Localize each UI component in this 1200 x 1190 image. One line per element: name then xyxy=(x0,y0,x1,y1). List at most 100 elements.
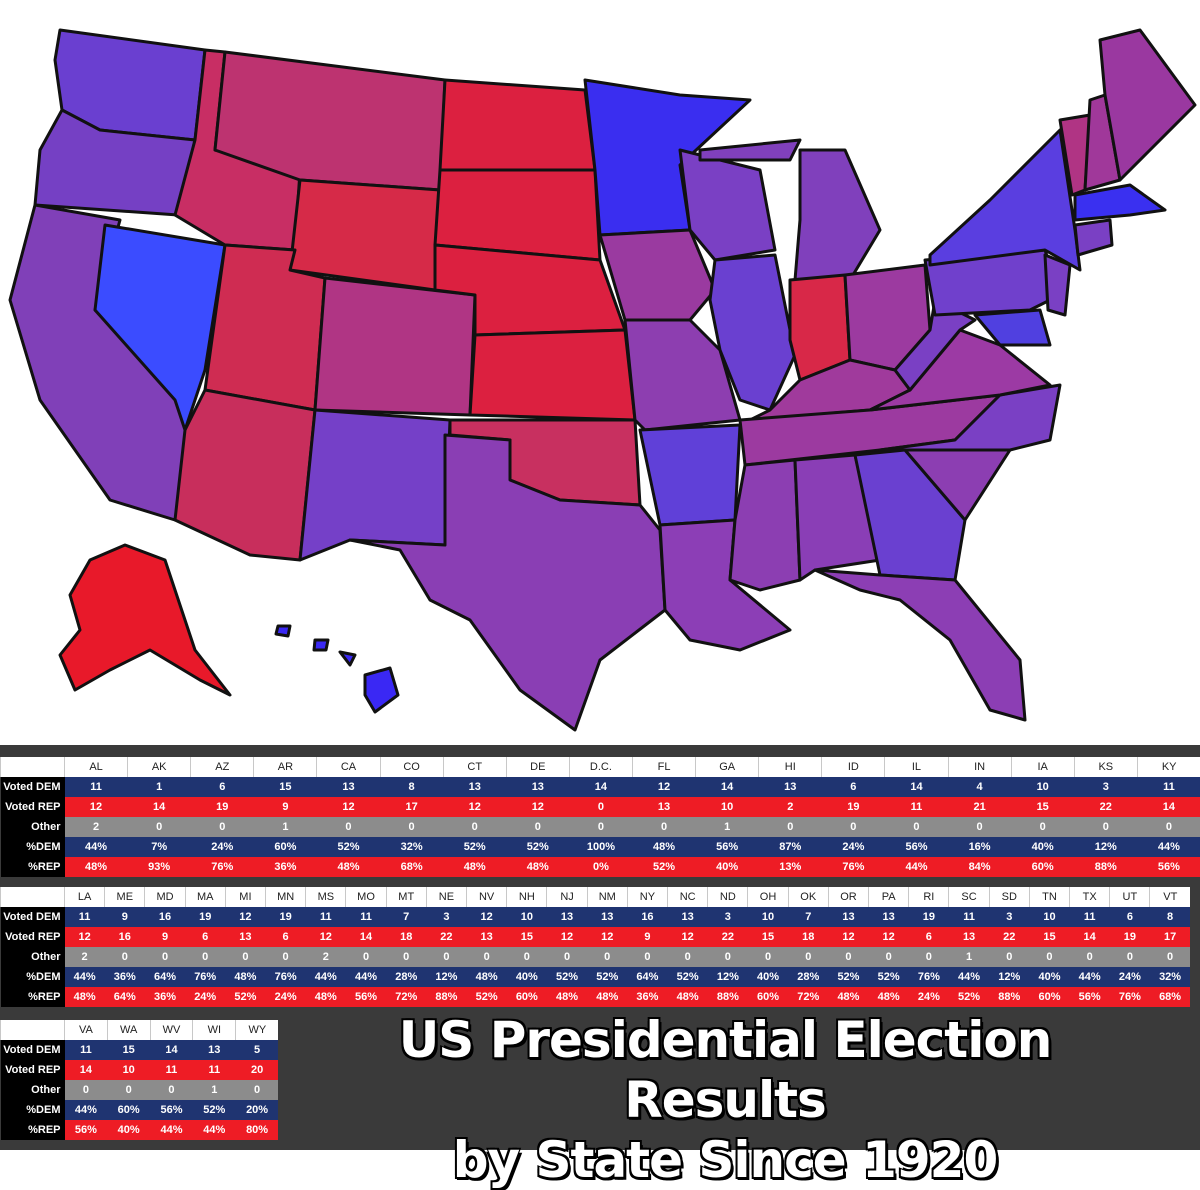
state-header: FL xyxy=(632,757,695,777)
row-label xyxy=(1,757,65,777)
table-cell: 0 xyxy=(107,1080,150,1100)
state-header: MA xyxy=(185,887,225,907)
table-cell: 11 xyxy=(306,907,346,927)
table-cell: 52% xyxy=(949,987,989,1007)
table-cell: 10 xyxy=(1011,777,1074,797)
table-cell: 13 xyxy=(869,907,909,927)
table-cell: 0 xyxy=(547,947,587,967)
table-cell: 52% xyxy=(547,967,587,987)
table-cell: 14 xyxy=(65,1060,108,1080)
table-cell: 13 xyxy=(547,907,587,927)
table-cell: 13 xyxy=(949,927,989,947)
state-header: NH xyxy=(507,887,547,907)
table-cell: 14 xyxy=(885,777,948,797)
us-map-svg xyxy=(0,0,1200,745)
table-cell: 13 xyxy=(467,927,507,947)
state-nj xyxy=(1045,255,1070,315)
table-cell: 14 xyxy=(346,927,386,947)
table-cell: 19 xyxy=(191,797,254,817)
table-cell: 0 xyxy=(507,947,547,967)
table-cell: 44% xyxy=(150,1120,193,1140)
table-cell: 0 xyxy=(1011,817,1074,837)
table-cell: 0 xyxy=(266,947,306,967)
table-cell: 16 xyxy=(145,907,185,927)
table-cell: 9 xyxy=(254,797,317,817)
table-cell: 11 xyxy=(949,907,989,927)
table-cell: 7 xyxy=(386,907,426,927)
state-header: ME xyxy=(105,887,145,907)
table-cell: 11 xyxy=(150,1060,193,1080)
table-cell: 0 xyxy=(587,947,627,967)
row-label: %REP xyxy=(1,987,65,1007)
table-cell: 12 xyxy=(869,927,909,947)
table-cell: 3 xyxy=(426,907,466,927)
table-cell: 32% xyxy=(380,837,443,857)
table-cell: 0 xyxy=(506,817,569,837)
table-cell: 2 xyxy=(65,947,105,967)
state-hi xyxy=(276,626,398,712)
table-cell: 19 xyxy=(1110,927,1150,947)
table-cell: 5 xyxy=(236,1040,279,1060)
table-cell: 13 xyxy=(317,777,380,797)
table-cell: 56% xyxy=(65,1120,108,1140)
table-cell: 12 xyxy=(225,907,265,927)
table-cell: 12 xyxy=(547,927,587,947)
table-cell: 72% xyxy=(788,987,828,1007)
table-cell: 0 xyxy=(569,797,632,817)
row-label: %DEM xyxy=(1,837,65,857)
table-cell: 6 xyxy=(1110,907,1150,927)
table-cell: 19 xyxy=(822,797,885,817)
state-header: VT xyxy=(1150,887,1190,907)
table-cell: 2 xyxy=(759,797,822,817)
table-cell: 10 xyxy=(107,1060,150,1080)
table-cell: 64% xyxy=(627,967,667,987)
state-header: AK xyxy=(128,757,191,777)
table-cell: 56% xyxy=(1070,987,1110,1007)
table-cell: 19 xyxy=(909,907,949,927)
state-header: VA xyxy=(65,1020,108,1040)
table-cell: 12% xyxy=(708,967,748,987)
table-cell: 6 xyxy=(185,927,225,947)
table-cell: 88% xyxy=(989,987,1029,1007)
state-ks xyxy=(470,330,635,420)
us-map xyxy=(0,0,1200,745)
table-cell: 1 xyxy=(128,777,191,797)
table-cell: 12 xyxy=(587,927,627,947)
table-cell: 8 xyxy=(380,777,443,797)
table-cell: 48% xyxy=(632,837,695,857)
table-cell: 13 xyxy=(193,1040,236,1060)
state-header: NY xyxy=(627,887,667,907)
table-cell: 56% xyxy=(696,837,759,857)
state-ak xyxy=(60,545,230,695)
table-cell: 14 xyxy=(569,777,632,797)
state-header: MS xyxy=(306,887,346,907)
table-cell: 22 xyxy=(708,927,748,947)
row-label: Voted DEM xyxy=(1,777,65,797)
table-cell: 14 xyxy=(150,1040,193,1060)
state-header: MN xyxy=(266,887,306,907)
state-ct xyxy=(1075,220,1112,255)
table-cell: 0 xyxy=(869,947,909,967)
table-cell: 44% xyxy=(306,967,346,987)
table-cell: 36% xyxy=(145,987,185,1007)
table-cell: 56% xyxy=(150,1100,193,1120)
table-cell: 20% xyxy=(236,1100,279,1120)
table-cell: 60% xyxy=(107,1100,150,1120)
table-cell: 1 xyxy=(254,817,317,837)
table-cell: 10 xyxy=(696,797,759,817)
table-cell: 12 xyxy=(467,907,507,927)
table-cell: 48% xyxy=(869,987,909,1007)
table-cell: 48% xyxy=(547,987,587,1007)
state-header: NC xyxy=(668,887,708,907)
table-cell: 36% xyxy=(254,857,317,877)
table-cell: 56% xyxy=(885,837,948,857)
table-cell: 72% xyxy=(386,987,426,1007)
table-cell: 52% xyxy=(828,967,868,987)
state-header: AR xyxy=(254,757,317,777)
